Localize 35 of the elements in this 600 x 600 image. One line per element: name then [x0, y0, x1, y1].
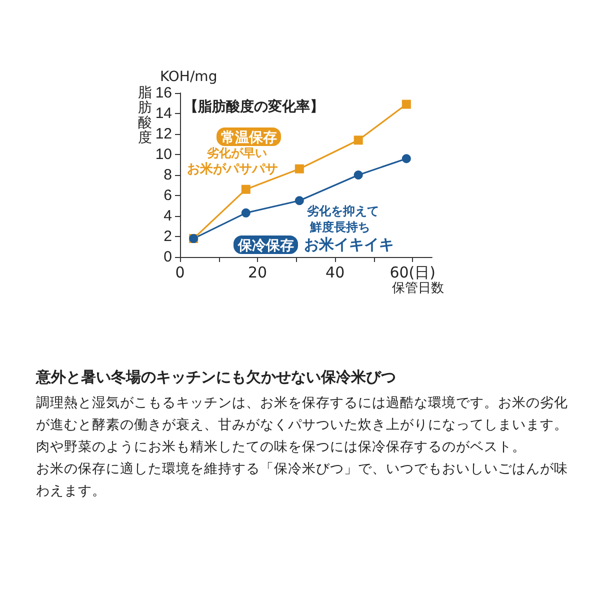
annotation: 劣化を抑えて	[306, 204, 379, 218]
annotation: 鮮度長持ち	[309, 220, 370, 234]
point	[294, 196, 304, 206]
y-tick-label: 10	[155, 146, 172, 163]
point	[402, 100, 411, 109]
annotation: お米イキイキ	[304, 236, 394, 254]
y-axis-title: 脂肪酸度	[138, 85, 153, 146]
y-tick-label: 12	[155, 126, 172, 142]
annotation: お米がパサパサ	[187, 162, 278, 177]
chart-title: 【脂肪酸度の変化率】	[184, 98, 324, 115]
y-tick-label: 6	[164, 187, 172, 204]
series-label: 保冷保存	[236, 236, 294, 253]
y-tick-label: 14	[155, 105, 172, 122]
y-tick-label: 16	[155, 84, 172, 102]
x-tick-label: 40	[326, 264, 345, 282]
annotation: 劣化が早い	[206, 146, 267, 160]
point	[241, 184, 250, 194]
x-tick-label: 0	[175, 264, 185, 282]
point	[241, 208, 250, 218]
point	[354, 170, 363, 180]
point	[294, 164, 304, 174]
text: 調理熱と湿気がこもるキッチンは、お米を保存するには過酷な環境です。お米の劣化が進むと酵素の働きが衰え、甘みがなくパサついた炊き上がりになってしまいます。肉や野菜のようにお米も精米したての味を保つには保冷保存するのがベスト。	[36, 394, 569, 457]
x-axis-title: 保管日数	[392, 281, 444, 296]
y-tick-label: 8	[164, 166, 172, 184]
x-tick-label: 20	[248, 264, 268, 282]
y-tick-label: 4	[164, 208, 172, 224]
series-label: 常温保存	[220, 128, 277, 145]
point	[402, 154, 411, 164]
y-tick-label: 2	[164, 228, 172, 245]
text: KOH/mg	[160, 69, 218, 85]
text: 意外と暑い冬場のキッチンにも欠かせない保冷米びつ	[36, 367, 397, 388]
x-tick-label: 60(日)	[390, 264, 436, 282]
y-tick-label: 0	[164, 248, 172, 266]
point	[354, 136, 363, 145]
text: お米の保存に適した環境を維持する「保冷米びつ」で、いつでもおいしいごはんが味わえます。	[36, 460, 569, 501]
